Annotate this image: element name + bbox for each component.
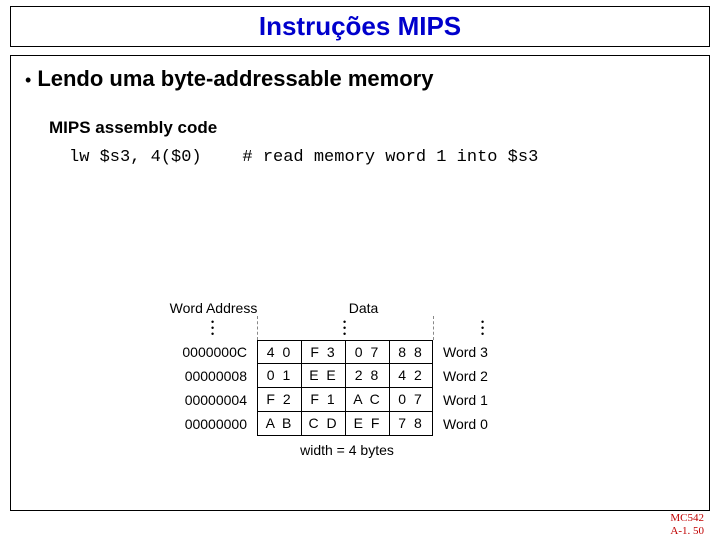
byte-cell: C D	[301, 412, 345, 435]
diagram-header: Word Address Data	[151, 300, 581, 316]
memory-row: 0000000C4 0F 30 78 8Word 3	[151, 340, 581, 364]
byte-cell: A B	[257, 412, 301, 435]
footer-line-2: A-1. 50	[670, 525, 704, 537]
byte-cell: 4 0	[257, 341, 301, 363]
word-label: Word 1	[433, 388, 488, 412]
bullet-text: Lendo uma byte-addressable memory	[37, 66, 433, 92]
byte-cell: 4 2	[389, 364, 433, 387]
slide-title: Instruções MIPS	[259, 11, 461, 41]
footer-line-1: MC542	[670, 512, 704, 524]
footer: MC542 A-1. 50	[670, 512, 704, 538]
title-box: Instruções MIPS	[10, 6, 710, 47]
byte-cell: 0 7	[389, 388, 433, 411]
diagram-caption: width = 4 bytes	[259, 442, 435, 458]
vdots-icon: •••	[343, 319, 346, 337]
word-label: Word 3	[433, 340, 488, 364]
byte-cell: E E	[301, 364, 345, 387]
dots-row: ••• ••• •••	[151, 316, 581, 340]
word-label: Word 2	[433, 364, 488, 388]
byte-cell: 2 8	[345, 364, 389, 387]
addr-cell: 0000000C	[151, 340, 257, 364]
data-cells: A BC DE F7 8	[257, 412, 433, 436]
byte-cell: 0 1	[257, 364, 301, 387]
addr-header: Word Address	[151, 300, 276, 316]
memory-diagram: Word Address Data ••• ••• ••• 0000000C4 …	[151, 300, 581, 458]
byte-cell: E F	[345, 412, 389, 435]
memory-row: 00000000A BC DE F7 8Word 0	[151, 412, 581, 436]
memory-row: 000000080 1E E2 84 2Word 2	[151, 364, 581, 388]
byte-cell: A C	[345, 388, 389, 411]
subheading: MIPS assembly code	[49, 118, 695, 138]
byte-cell: F 2	[257, 388, 301, 411]
data-header: Data	[276, 300, 451, 316]
addr-cell: 00000008	[151, 364, 257, 388]
byte-cell: 0 7	[345, 341, 389, 363]
data-cells: F 2F 1A C0 7	[257, 388, 433, 412]
data-cells: 0 1E E2 84 2	[257, 364, 433, 388]
byte-cell: 8 8	[389, 341, 433, 363]
addr-cell: 00000004	[151, 388, 257, 412]
bullet-dot: •	[25, 66, 31, 94]
vdots-icon: •••	[211, 319, 214, 337]
addr-cell: 00000000	[151, 412, 257, 436]
byte-cell: 7 8	[389, 412, 433, 435]
byte-cell: F 3	[301, 341, 345, 363]
code-line: lw $s3, 4($0) # read memory word 1 into …	[69, 148, 695, 167]
memory-row: 00000004F 2F 1A C0 7Word 1	[151, 388, 581, 412]
content-box: • Lendo uma byte-addressable memory MIPS…	[10, 55, 710, 511]
word-label: Word 0	[433, 412, 488, 436]
vdots-icon: •••	[481, 319, 484, 337]
data-cells: 4 0F 30 78 8	[257, 340, 433, 364]
byte-cell: F 1	[301, 388, 345, 411]
bullet-row: • Lendo uma byte-addressable memory	[25, 66, 695, 94]
